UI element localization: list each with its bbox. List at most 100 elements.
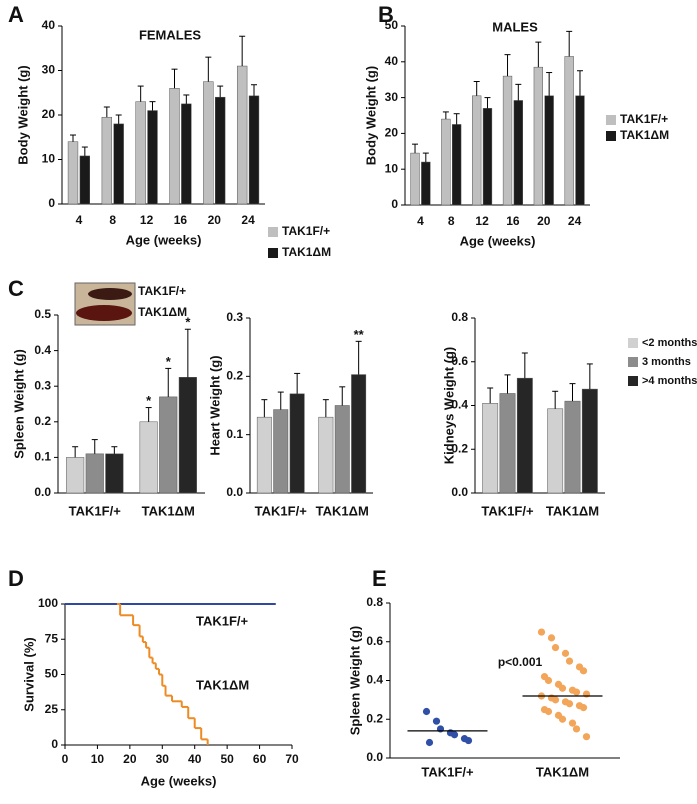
bar	[203, 81, 214, 205]
bar	[85, 453, 104, 494]
x-tick-label: 20	[208, 213, 222, 227]
bar	[441, 118, 451, 206]
legend-label: TAK1ΔM	[620, 128, 669, 142]
y-tick-label: 50	[45, 667, 59, 681]
bar	[79, 155, 91, 205]
y-tick-label: 0.0	[226, 485, 243, 499]
panel-letter: D	[8, 566, 24, 591]
x-tick-label: 60	[253, 752, 267, 766]
bar	[159, 396, 178, 494]
bar	[236, 65, 248, 205]
legend-swatch	[628, 376, 638, 386]
significance-label: *	[166, 354, 172, 369]
significance-label: **	[354, 327, 365, 342]
legend-label: 3 months	[642, 356, 691, 368]
x-axis-label: Age (weeks)	[126, 232, 202, 247]
p-value: p<0.001	[498, 655, 543, 669]
legend-swatch	[628, 338, 638, 348]
x-tick-label: 70	[285, 752, 299, 766]
data-point	[565, 657, 574, 665]
y-axis-label: Spleen Weight (g)	[347, 626, 362, 736]
bar	[502, 75, 513, 206]
y-tick-label: 0.6	[451, 354, 468, 368]
bar	[256, 416, 272, 494]
y-tick-label: 40	[42, 18, 56, 32]
y-tick-label: 10	[385, 161, 399, 175]
x-tick-label: TAK1F/+	[255, 503, 308, 518]
y-tick-label: 0.8	[366, 595, 383, 609]
bar	[147, 110, 158, 205]
panel-letter: C	[8, 276, 24, 301]
bar	[513, 100, 523, 206]
legend-label: TAK1F/+	[620, 112, 668, 126]
bar	[482, 403, 499, 494]
data-point	[568, 719, 577, 727]
legend-swatch	[268, 227, 278, 237]
bar	[334, 405, 350, 494]
y-tick-label: 0.4	[366, 673, 383, 687]
legend-label: TAK1F/+	[282, 224, 330, 238]
x-tick-label: TAK1ΔM	[142, 503, 195, 518]
bar	[318, 416, 334, 494]
data-point	[464, 736, 473, 745]
y-tick-label: 0.8	[451, 310, 468, 324]
x-tick-label: TAK1ΔM	[536, 764, 589, 779]
bar	[544, 95, 554, 206]
y-tick-label: 0	[51, 737, 58, 751]
y-tick-label: 25	[45, 702, 59, 716]
bar	[472, 95, 482, 206]
inset-spleen	[76, 305, 132, 321]
bar	[169, 88, 180, 205]
data-point	[551, 696, 560, 704]
bar	[135, 101, 146, 205]
bar	[113, 123, 124, 205]
y-tick-label: 0.6	[366, 634, 383, 648]
significance-label: *	[146, 393, 152, 408]
series-label: TAK1F/+	[196, 613, 249, 628]
x-tick-label: 50	[220, 752, 234, 766]
y-axis-label: Body Weight (g)	[363, 66, 378, 165]
y-tick-label: 0.1	[34, 450, 51, 464]
x-tick-label: 4	[76, 213, 83, 227]
legend-swatch	[628, 357, 638, 367]
y-axis-label: Survival (%)	[21, 637, 36, 711]
y-tick-label: 50	[385, 18, 399, 32]
y-tick-label: 0.0	[451, 485, 468, 499]
inset-label: TAK1ΔM	[138, 305, 187, 319]
bar	[452, 124, 462, 206]
bar	[215, 96, 226, 205]
y-tick-label: 0.2	[226, 369, 243, 383]
y-tick-label: 75	[45, 631, 59, 645]
data-point	[544, 676, 553, 685]
x-tick-label: TAK1F/+	[421, 764, 474, 779]
y-tick-label: 0.0	[366, 750, 383, 764]
y-tick-label: 0.1	[226, 427, 243, 441]
data-point	[561, 649, 570, 657]
y-tick-label: 0.4	[451, 398, 468, 412]
bar	[66, 457, 85, 494]
data-point	[558, 684, 567, 692]
data-point	[582, 733, 591, 741]
y-tick-label: 20	[385, 126, 399, 140]
bar	[499, 393, 516, 494]
y-tick-label: 0.3	[226, 310, 243, 324]
legend-label: >4 months	[642, 375, 697, 387]
panel-letter: B	[378, 2, 394, 27]
x-tick-label: 8	[448, 214, 455, 228]
x-tick-label: 8	[109, 213, 116, 227]
significance-label: *	[185, 315, 191, 330]
data-point	[572, 725, 581, 733]
x-tick-label: 20	[123, 752, 137, 766]
data-point	[565, 700, 574, 708]
y-axis-label: Spleen Weight (g)	[11, 349, 26, 459]
x-tick-label: 24	[241, 213, 255, 227]
y-tick-label: 0.2	[34, 414, 51, 428]
y-tick-label: 0.2	[451, 441, 468, 455]
x-tick-label: 12	[140, 213, 154, 227]
y-tick-label: 10	[42, 152, 56, 166]
bar	[516, 377, 533, 494]
bar	[289, 393, 305, 494]
bar	[547, 408, 564, 494]
y-axis-label: Kidneys Weight (g)	[441, 347, 456, 464]
